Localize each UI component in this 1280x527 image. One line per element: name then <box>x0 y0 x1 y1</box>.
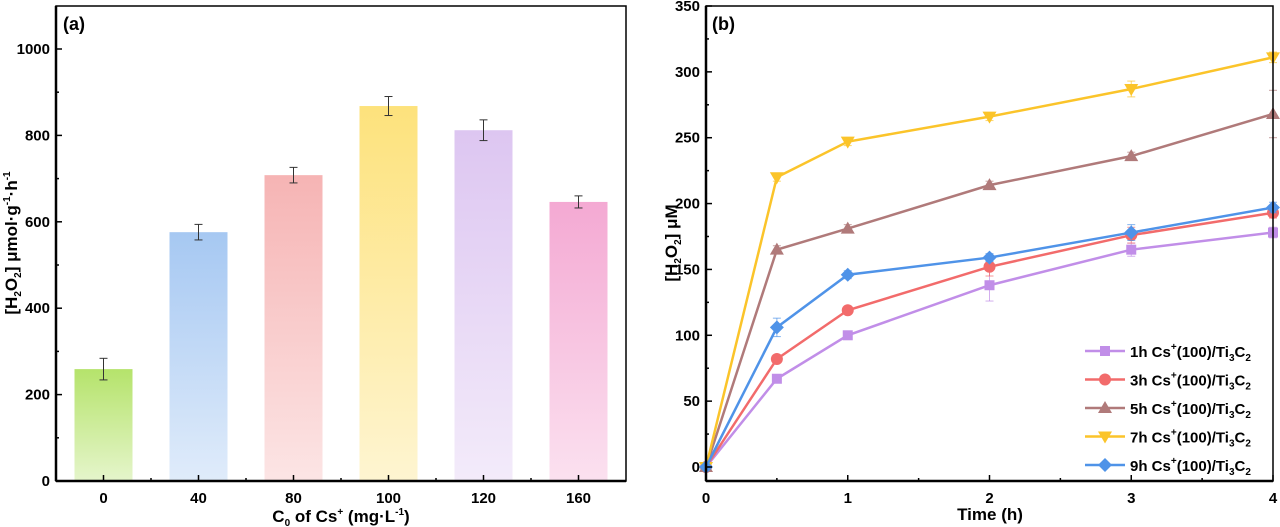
bar-40 <box>169 232 228 481</box>
x-tick-label: 80 <box>285 490 302 507</box>
y-tick-label: 300 <box>675 64 700 81</box>
legend-item: 7h Cs+(100)/Ti3C2 <box>1085 428 1251 450</box>
legend-label: 3h Cs+(100)/Ti3C2 <box>1130 371 1251 393</box>
data-point <box>840 136 855 149</box>
data-point <box>1126 244 1137 255</box>
panel-b-line-chart: 0 50 100 150 200 250 300 350 0 1 2 3 4 (b) Time (h)… <box>662 0 1280 524</box>
legend-label: 9h Cs+(100)/Ti3C2 <box>1130 456 1251 478</box>
x-tick-label: 100 <box>376 490 401 507</box>
y-tick-label: 0 <box>42 473 50 490</box>
legend-label: 1h Cs+(100)/Ti3C2 <box>1130 342 1251 364</box>
x-tick-label: 0 <box>99 490 107 507</box>
y-tick-label: 800 <box>25 127 50 144</box>
error-bars-group <box>99 96 583 381</box>
data-point <box>982 111 997 124</box>
bar-120 <box>454 130 513 481</box>
legend-item: 1h Cs+(100)/Ti3C2 <box>1085 342 1251 364</box>
y-ticks: 0 50 100 150 200 250 300 350 <box>675 0 712 476</box>
data-point <box>841 304 854 317</box>
data-point <box>1124 83 1139 96</box>
data-point <box>840 221 855 234</box>
legend-item: 5h Cs+(100)/Ti3C2 <box>1085 399 1251 421</box>
data-point <box>770 352 783 365</box>
x-tick-label: 4 <box>1269 490 1278 507</box>
data-point <box>983 260 996 273</box>
y-tick-label: 200 <box>25 387 50 404</box>
legend-marker <box>1098 431 1112 444</box>
x-axis-title: C0 of Cs+ (mg·L-1) <box>272 507 409 527</box>
panel-a-bar-chart: 0 200 400 600 800 1000 0 40 80 100 120 160 (a) C0 … <box>2 5 627 527</box>
panel-label-a: (a) <box>63 14 85 34</box>
x-ticks: 0 40 80 100 120 160 <box>99 475 591 507</box>
series-line <box>704 112 1274 468</box>
data-point <box>1124 225 1139 240</box>
bar-0 <box>74 369 133 481</box>
y-ticks: 0 200 400 600 800 1000 <box>17 41 62 490</box>
x-tick-label: 0 <box>702 490 710 507</box>
y-tick-label: 350 <box>675 0 700 15</box>
data-point <box>769 320 784 335</box>
x-tick-label: 1 <box>844 490 852 507</box>
x-tick-label: 40 <box>190 490 207 507</box>
legend-marker <box>1099 373 1111 386</box>
legend-item: 3h Cs+(100)/Ti3C2 <box>1085 371 1251 393</box>
y-tick-label: 600 <box>25 214 50 231</box>
series-line <box>704 56 1274 468</box>
x-tick-label: 2 <box>985 490 993 507</box>
panel-label-b: (b) <box>712 14 735 34</box>
x-tick-label: 120 <box>471 490 496 507</box>
data-point <box>982 178 997 191</box>
y-tick-label: 400 <box>25 300 50 317</box>
bar-160 <box>549 201 608 482</box>
data-point <box>842 330 853 341</box>
data-point <box>984 280 995 291</box>
y-tick-label: 100 <box>675 327 700 344</box>
y-axis-title: [H2O2] μmol·g-1·h-1 <box>2 171 24 315</box>
x-tick-label: 3 <box>1127 490 1135 507</box>
plot-frame <box>55 5 627 482</box>
data-point <box>771 373 782 384</box>
series-line <box>705 231 1274 468</box>
legend-item: 9h Cs+(100)/Ti3C2 <box>1085 456 1251 478</box>
series-line <box>704 206 1274 468</box>
x-axis-title: Time (h) <box>957 505 1023 524</box>
y-axis-title: [H2O2] μM <box>662 204 684 281</box>
y-tick-label: 0 <box>692 459 700 476</box>
x-ticks: 0 1 2 3 4 <box>702 475 1278 507</box>
legend-label: 5h Cs+(100)/Ti3C2 <box>1130 399 1251 421</box>
data-point <box>1124 149 1139 162</box>
y-tick-label: 150 <box>675 261 700 278</box>
y-tick-label: 250 <box>675 130 700 147</box>
legend-marker <box>1098 458 1112 472</box>
y-tick-label: 1000 <box>17 41 50 58</box>
data-point <box>769 172 784 185</box>
x-tick-label: 160 <box>566 490 591 507</box>
y-tick-label: 50 <box>683 393 700 410</box>
legend-marker <box>1098 401 1112 413</box>
bar-80 <box>264 175 323 482</box>
legend: 1h Cs+(100)/Ti3C2 3h Cs+(100)/Ti3C2 5h Cs+… <box>1085 342 1251 478</box>
bars-group <box>74 106 608 482</box>
legend-label: 7h Cs+(100)/Ti3C2 <box>1130 428 1251 450</box>
y-tick-label: 200 <box>675 196 700 213</box>
bar-100 <box>359 106 418 482</box>
series-line <box>704 211 1274 468</box>
data-point <box>769 242 784 255</box>
legend-marker <box>1100 346 1110 356</box>
data-point <box>840 267 855 282</box>
data-point <box>982 250 997 265</box>
